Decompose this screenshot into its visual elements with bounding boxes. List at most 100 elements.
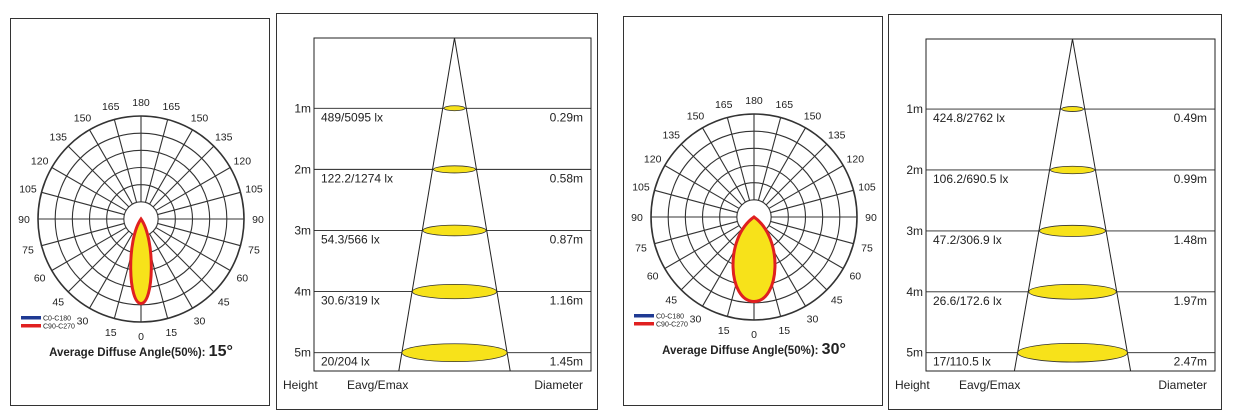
cone-edge-right bbox=[454, 37, 511, 372]
diameter-value: 1.97m bbox=[1174, 294, 1207, 308]
beam-spot bbox=[443, 105, 466, 112]
polar-spoke bbox=[770, 189, 854, 214]
angle-label-bottom: 0 bbox=[138, 331, 144, 343]
diameter-value: 1.16m bbox=[550, 294, 583, 308]
beam-spot bbox=[433, 165, 476, 174]
angle-label-left: 30 bbox=[77, 315, 89, 327]
angle-label-right: 120 bbox=[847, 154, 865, 166]
angle-label-right: 75 bbox=[861, 242, 873, 254]
legend-swatch-c90-c270 bbox=[21, 324, 41, 328]
beam-spot bbox=[1028, 283, 1117, 300]
polar-spoke bbox=[654, 220, 738, 245]
lux-value: 30.6/319 lx bbox=[321, 294, 380, 308]
legend-label: C0-C180 bbox=[656, 314, 684, 321]
polar-spoke bbox=[113, 119, 138, 203]
caption-prefix: Average Diffuse Angle(50%): bbox=[662, 345, 822, 357]
angle-label-left: 150 bbox=[74, 113, 92, 125]
angle-label-top: 180 bbox=[132, 97, 150, 109]
axis-label-eavg: Eavg/Emax bbox=[959, 378, 1020, 392]
caption-prefix: Average Diffuse Angle(50%): bbox=[49, 347, 209, 359]
polar-spoke bbox=[51, 227, 127, 271]
height-label: 4m bbox=[906, 285, 923, 299]
lux-value: 424.8/2762 lx bbox=[933, 111, 1005, 125]
angle-label-right: 15 bbox=[778, 325, 790, 337]
polar-spoke bbox=[680, 143, 743, 206]
polar-spoke bbox=[680, 228, 743, 291]
polar-spoke bbox=[41, 191, 125, 216]
beam-spot bbox=[401, 343, 508, 363]
axis-label-eavg: Eavg/Emax bbox=[347, 378, 408, 392]
legend-swatch-c0-c180 bbox=[21, 316, 41, 320]
beam-spot bbox=[1039, 224, 1106, 237]
lux-value: 26.6/172.6 lx bbox=[933, 294, 1002, 308]
beam-lobe bbox=[731, 215, 777, 303]
angle-label-right: 60 bbox=[849, 271, 861, 283]
polar-spoke bbox=[67, 145, 130, 208]
angle-label-right: 165 bbox=[776, 99, 794, 111]
angle-label-right: 120 bbox=[234, 156, 252, 168]
table-frame bbox=[313, 37, 592, 372]
polar-spoke bbox=[664, 225, 740, 269]
polar-panel-15: 165 165 150 150 135 135 120 120 105 105 90 90 75 75 60… bbox=[10, 18, 270, 406]
angle-label-right: 30 bbox=[194, 315, 206, 327]
height-label: 2m bbox=[294, 162, 311, 176]
diameter-value: 1.45m bbox=[550, 355, 583, 369]
polar-spoke bbox=[765, 143, 828, 206]
polar-spoke bbox=[654, 189, 738, 214]
cone-edge-left bbox=[398, 37, 455, 372]
polar-spoke bbox=[149, 129, 193, 205]
polar-spoke bbox=[702, 127, 746, 203]
angle-label-left: 165 bbox=[102, 101, 120, 113]
angle-label-left: 120 bbox=[31, 156, 49, 168]
angle-label-left: 15 bbox=[718, 325, 730, 337]
height-label: 3m bbox=[294, 223, 311, 237]
angle-label-right: 30 bbox=[807, 313, 819, 325]
polar-spoke bbox=[664, 165, 740, 209]
angle-label-left: 90 bbox=[631, 212, 643, 224]
beam-spot bbox=[1061, 106, 1084, 112]
angle-label-left: 150 bbox=[687, 111, 705, 123]
angle-label-left: 120 bbox=[644, 154, 662, 166]
beam-table-panel-15: 1m 489/5095 lx 0.29m 2m 122.2/1274 lx 0.58m 3m… bbox=[276, 13, 598, 410]
diameter-value: 0.87m bbox=[550, 232, 583, 246]
diameter-value: 0.49m bbox=[1174, 111, 1207, 125]
diameter-value: 2.47m bbox=[1174, 355, 1207, 369]
caption-value: 30° bbox=[822, 341, 846, 358]
angle-label-left: 15 bbox=[105, 327, 117, 339]
angle-label-right: 45 bbox=[218, 297, 230, 309]
polar-spoke bbox=[149, 233, 193, 309]
cone-edge-left bbox=[1013, 38, 1073, 372]
height-label: 4m bbox=[294, 285, 311, 299]
polar-spoke bbox=[89, 129, 133, 205]
polar-spoke bbox=[41, 222, 125, 247]
polar-spoke bbox=[155, 167, 231, 211]
diameter-value: 0.58m bbox=[550, 171, 583, 185]
beam-table-panel-30: 1m 424.8/2762 lx 0.49m 2m 106.2/690.5 lx 0.99… bbox=[888, 14, 1222, 410]
polar-spoke bbox=[144, 119, 169, 203]
polar-spoke bbox=[770, 220, 854, 245]
beam-spot bbox=[1050, 165, 1095, 175]
lux-value: 47.2/306.9 lx bbox=[933, 233, 1002, 247]
angle-label-left: 60 bbox=[647, 271, 659, 283]
angle-label-left: 135 bbox=[50, 131, 68, 143]
axis-label-diameter: Diameter bbox=[1158, 378, 1207, 392]
height-label: 2m bbox=[906, 163, 923, 177]
angle-label-left: 105 bbox=[632, 182, 650, 194]
caption-value: 15° bbox=[209, 343, 233, 360]
angle-label-left: 60 bbox=[34, 273, 46, 285]
angle-label-right: 15 bbox=[165, 327, 177, 339]
lux-value: 489/5095 lx bbox=[321, 110, 383, 124]
beam-spot bbox=[1017, 342, 1128, 363]
height-label: 3m bbox=[906, 224, 923, 238]
angle-label-top: 180 bbox=[745, 95, 763, 107]
angle-label-left: 45 bbox=[52, 297, 64, 309]
polar-spoke bbox=[762, 127, 806, 203]
polar-spoke bbox=[67, 230, 130, 293]
beam-table-15: 1m 489/5095 lx 0.29m 2m 122.2/1274 lx 0.58m 3m… bbox=[283, 37, 592, 392]
table-frame bbox=[925, 38, 1216, 372]
angle-label-right: 75 bbox=[248, 244, 260, 256]
angle-label-left: 105 bbox=[19, 184, 37, 196]
height-label: 1m bbox=[906, 102, 923, 116]
